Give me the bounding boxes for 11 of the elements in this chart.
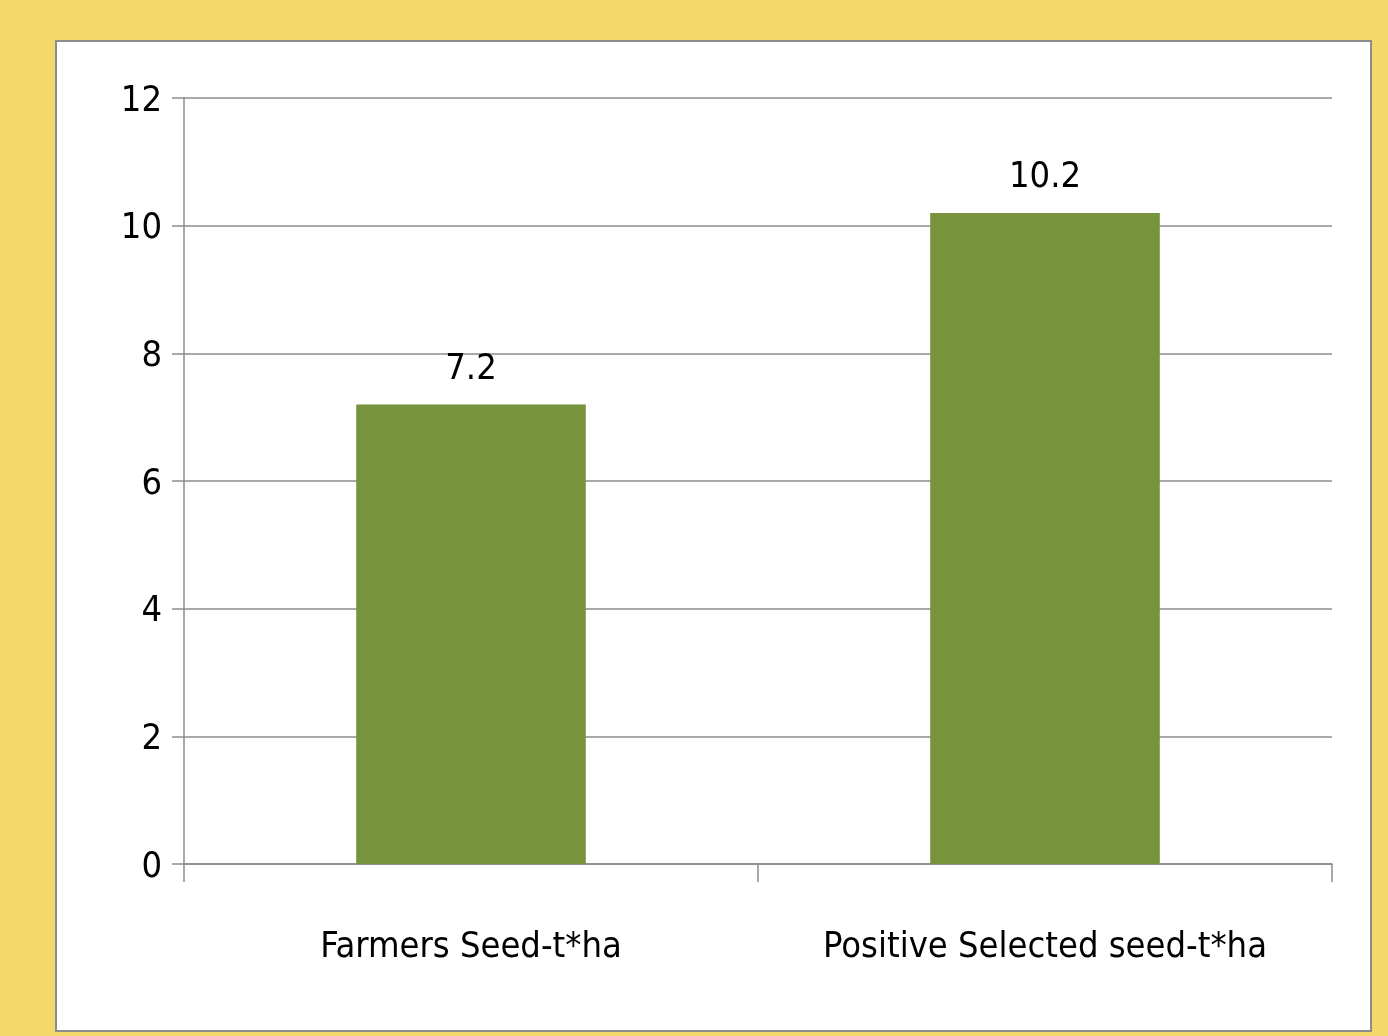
y-tick-label: 8 (141, 332, 162, 374)
y-tick-label: 10 (120, 205, 162, 247)
y-tick-label: 4 (141, 588, 162, 630)
y-tick-label: 6 (141, 460, 162, 502)
y-tick-label: 0 (141, 843, 162, 885)
data-label: 10.2 (1008, 154, 1082, 196)
data-label: 7.2 (445, 345, 497, 387)
y-tick-label: 2 (141, 715, 162, 757)
x-tick-label: Farmers Seed-t*ha (320, 923, 622, 965)
x-tick-label: Positive Selected seed-t*ha (823, 923, 1267, 965)
y-tick-label: 12 (120, 77, 162, 119)
